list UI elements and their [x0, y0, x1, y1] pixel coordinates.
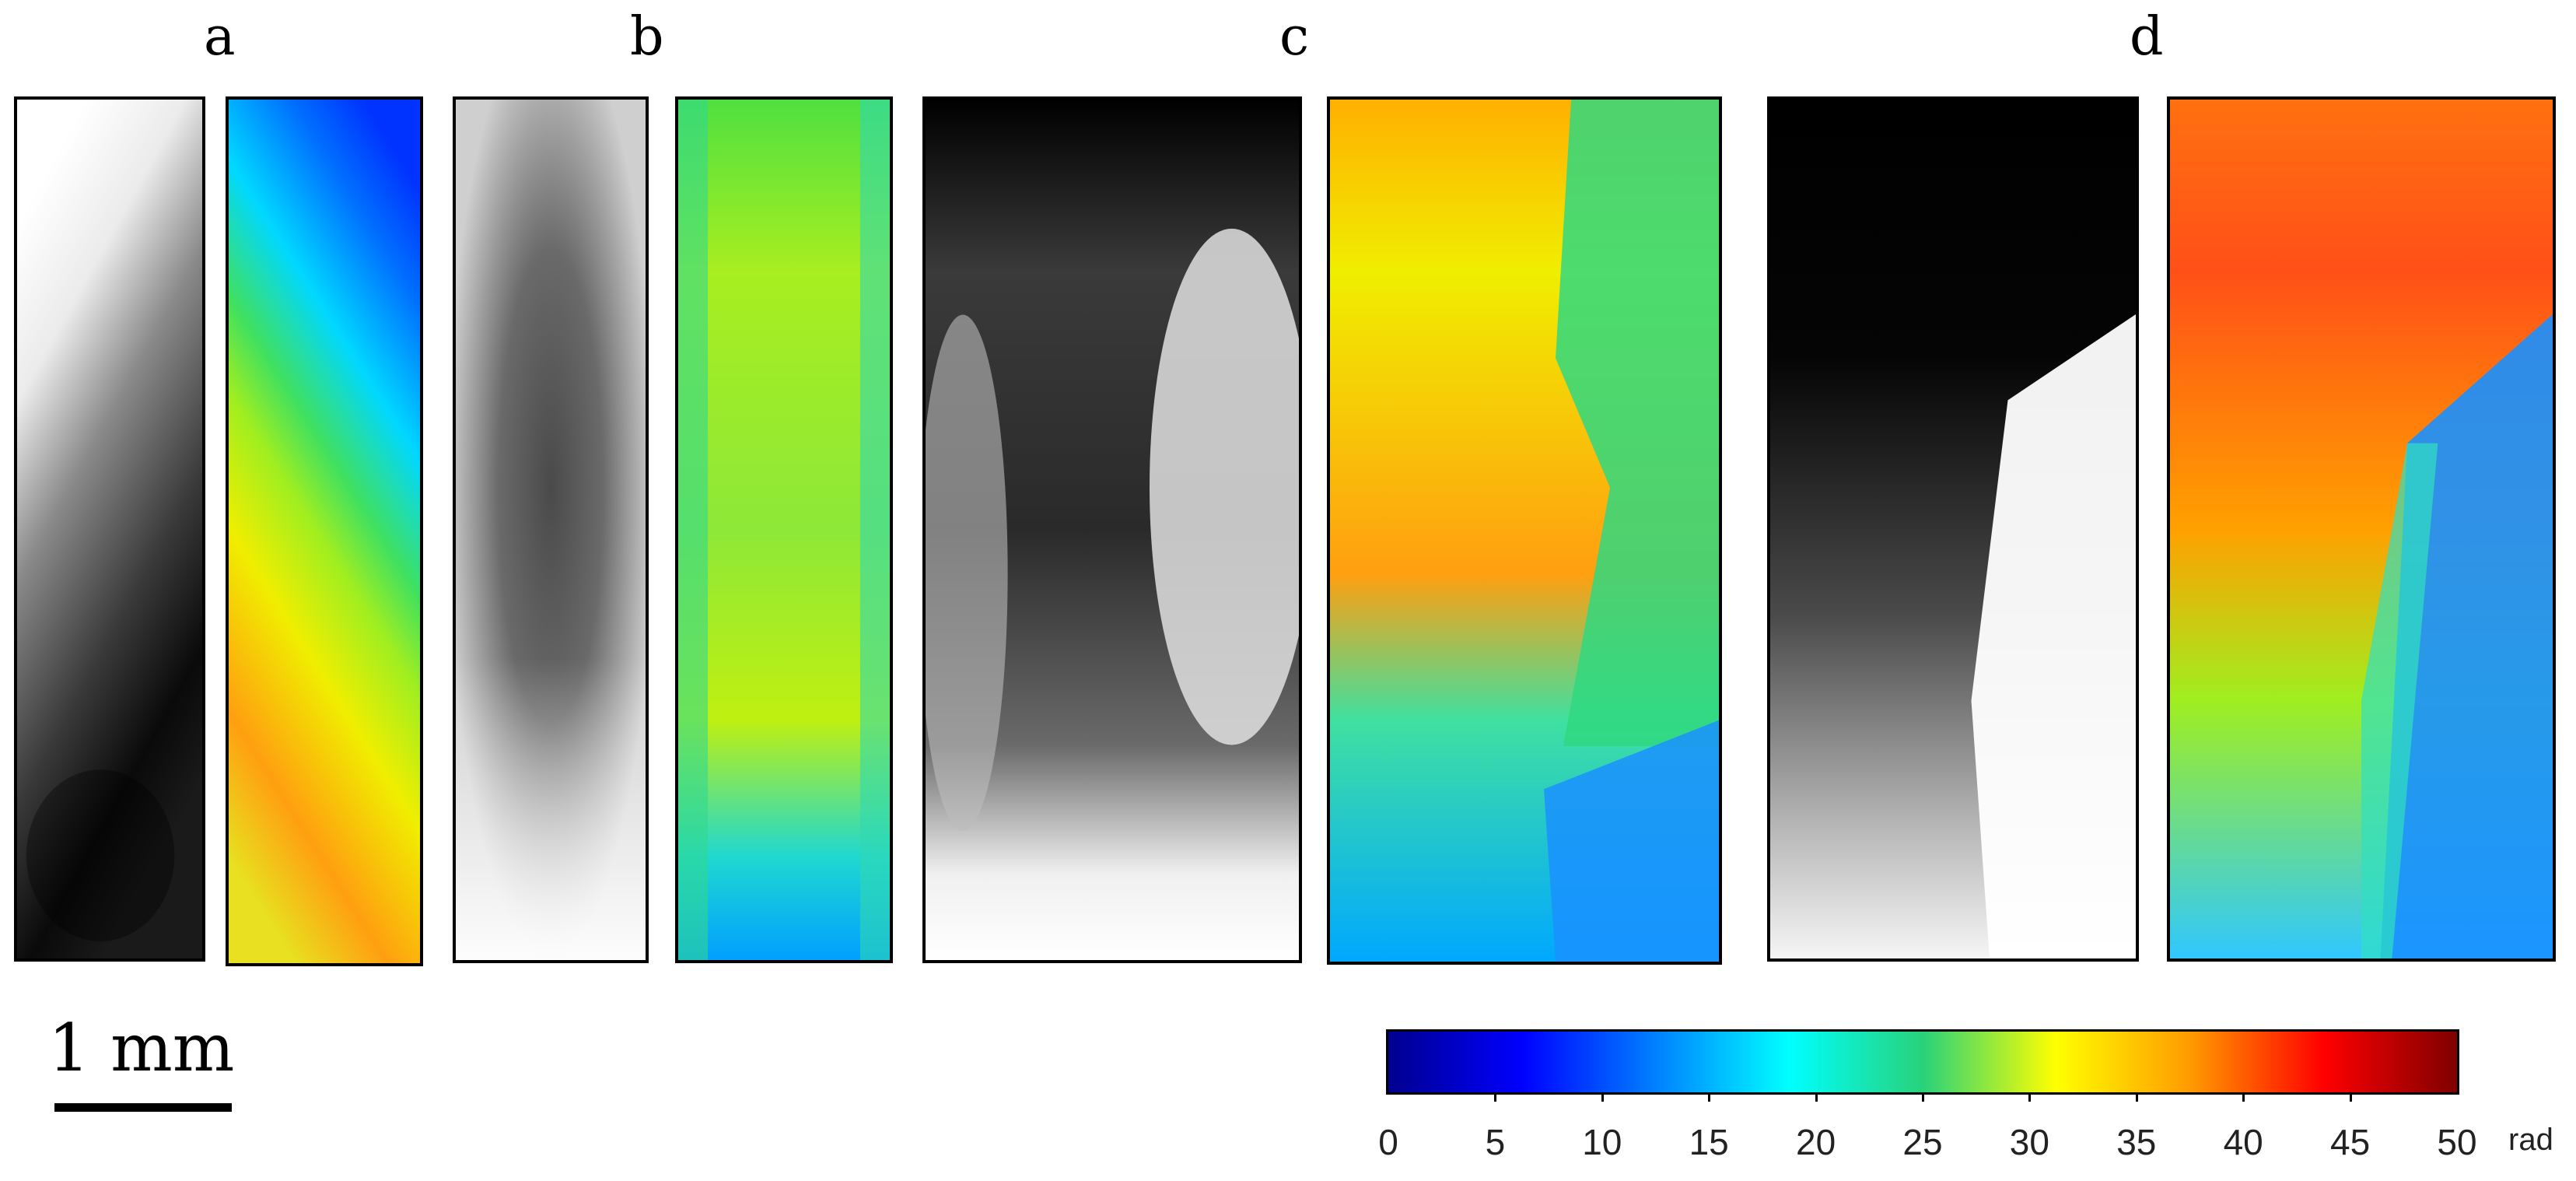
panel-b-color-map	[675, 96, 893, 963]
panel-d-color-map	[2167, 96, 2556, 962]
colorbar-tick-label: 15	[1689, 1122, 1729, 1162]
colorbar-tick	[2242, 1095, 2245, 1102]
colorbar-tick	[1601, 1095, 1604, 1102]
colorbar-tick	[2135, 1095, 2138, 1102]
colorbar-tick	[1815, 1095, 1818, 1102]
colorbar-tick-label: 5	[1485, 1122, 1506, 1162]
colorbar	[1386, 1029, 2459, 1095]
colorbar-tick	[2349, 1095, 2352, 1102]
panel-label-c: c	[1279, 6, 1310, 68]
colorbar-tick-label: 25	[1902, 1122, 1943, 1162]
colorbar-tick-label: 10	[1582, 1122, 1622, 1162]
colorbar-tick	[2028, 1095, 2032, 1102]
colorbar-tick	[1922, 1095, 1924, 1102]
colorbar-tick	[1494, 1095, 1497, 1102]
colorbar-tick-label: 35	[2116, 1122, 2157, 1162]
panel-a-color-map	[226, 96, 423, 966]
panel-d-grayscale-map	[1767, 96, 2139, 962]
colorbar-tick	[1708, 1095, 1711, 1102]
panel-label-a: a	[204, 6, 236, 68]
panel-label-d: d	[2130, 6, 2164, 68]
panel-c-color-map	[1327, 96, 1722, 965]
colorbar-tick-label: 45	[2330, 1122, 2371, 1162]
panel-a-grayscale-map	[14, 96, 205, 962]
scale-bar-label: 1 mm	[48, 1010, 235, 1086]
colorbar-tick-label: 50	[2437, 1122, 2477, 1162]
panel-b-grayscale-map	[453, 96, 649, 963]
colorbar-tick-label: 40	[2223, 1122, 2263, 1162]
colorbar-tick-label: 30	[2009, 1122, 2049, 1162]
scale-bar	[54, 1103, 232, 1112]
colorbar-unit: rad	[2508, 1123, 2553, 1157]
colorbar-tick-label: 20	[1796, 1122, 1836, 1162]
colorbar-tick-label: 0	[1378, 1122, 1398, 1162]
panel-label-b: b	[630, 6, 664, 68]
panel-c-grayscale-map	[922, 96, 1302, 963]
